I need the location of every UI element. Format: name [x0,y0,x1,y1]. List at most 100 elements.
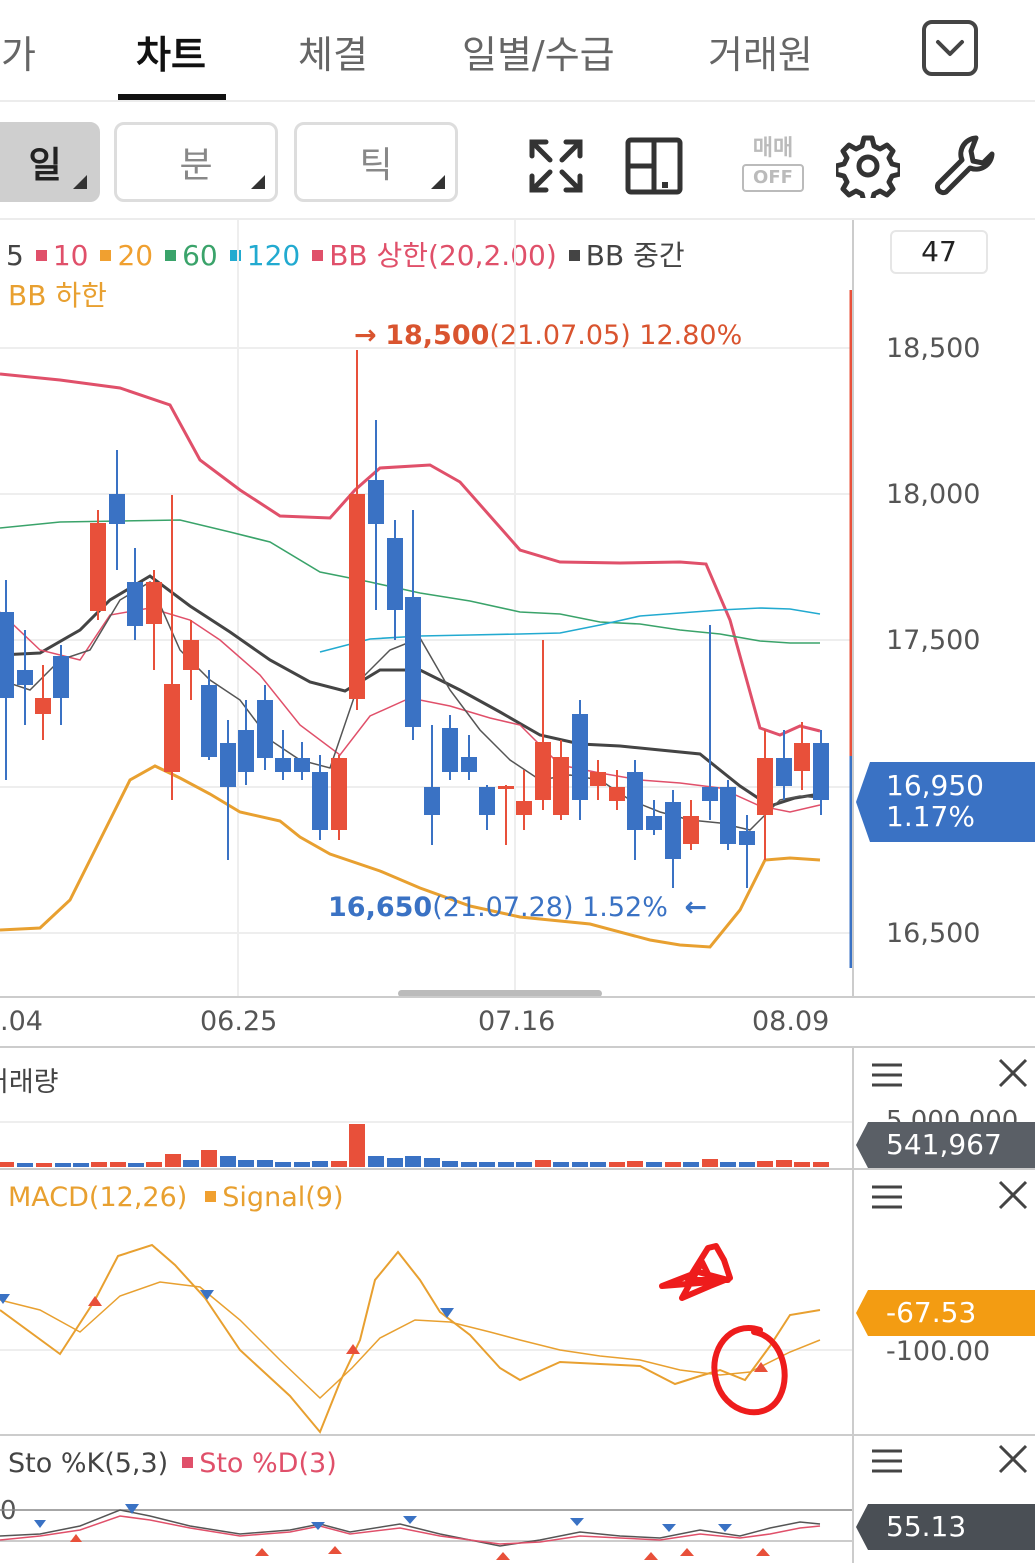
date-axis-line [0,996,1035,998]
macd-badge: -67.53 [886,1296,977,1329]
volume-badge-shape [856,1122,1035,1168]
sto-badge: 55.13 [886,1510,967,1543]
chevron-down-icon [936,40,964,56]
legend-bb-middle: BB 중간 [585,239,685,272]
tab-trades[interactable]: 체결 [298,33,368,77]
date-tick: 06.25 [200,1006,278,1037]
legend-bb-lower: BB 하한 [8,279,107,312]
legend-ma60: 60 [182,239,218,272]
legend-signal: Signal(9) [222,1182,344,1213]
price-tick: 18,000 [886,479,981,510]
menu-icon[interactable] [870,1446,904,1476]
price-tick: 17,500 [886,625,981,656]
settings-gear-icon[interactable] [836,134,900,198]
legend-ma5: 5 [6,239,24,272]
legend-swatch [35,249,47,261]
low-price-annotation: 16,650(21.07.28) 1.52% ← [328,892,707,923]
legend-swatch [205,1191,217,1202]
price-tick: 16,500 [886,918,981,949]
date-tick: 08.09 [752,1006,830,1037]
high-price: 18,500 [385,320,490,351]
legend-swatch [229,249,241,261]
tab-daily-supply[interactable]: 일별/수급 [462,33,615,77]
close-icon[interactable] [996,1180,1030,1210]
legend-swatch [100,249,112,261]
low-arrow: ← [684,892,708,923]
macd-badge-shape [856,1290,1035,1336]
current-change: 1.17% [886,800,975,833]
corner-indicator-icon [431,175,445,189]
price-axis-divider [852,220,854,998]
tab-brokers[interactable]: 거래원 [708,33,813,77]
legend-swatch [182,1457,194,1468]
sub-axis-divider [852,1048,854,1563]
period-tick-button[interactable]: 틱 [294,122,458,202]
sto-signal-markers [34,1504,770,1560]
chart-scrollbar[interactable] [398,990,602,997]
menu-icon[interactable] [870,1060,904,1090]
low-detail: (21.07.28) 1.52% [432,892,668,923]
close-icon[interactable] [996,1444,1030,1474]
trade-state-label: OFF [742,164,804,192]
current-price-badge: 16,950 1.17% [886,770,984,832]
legend-swatch [312,249,324,261]
sto-tick: 0 [0,1496,17,1526]
date-tick: .04 [0,1006,43,1037]
wrench-icon[interactable] [932,134,996,198]
legend-sto-d: Sto %D(3) [199,1448,337,1479]
volume-badge: 541,967 [886,1128,1002,1161]
trade-toggle-button[interactable]: 매매 OFF [742,134,804,198]
legend-ma20: 20 [117,239,154,272]
volume-panel-border [0,1046,1035,1048]
volume-title: 거래량 [0,1067,59,1098]
tab-chart[interactable]: 차트 [136,33,206,77]
date-tick: 07.16 [478,1006,556,1037]
trade-label: 매매 [752,136,794,161]
current-price: 16,950 [886,769,984,802]
main-legend-line1: 5 10 20 60 120 BB 상한(20,2.00) BB 중간 [6,234,685,274]
tab-orderbook[interactable]: 호가 [0,33,36,77]
price-tick: 18,500 [886,333,981,364]
volume-chart[interactable] [0,1112,852,1168]
layout-icon[interactable] [622,134,686,198]
high-detail: (21.07.05) 12.80% [489,320,743,351]
macd-tick: -100.00 [886,1336,991,1367]
low-price: 16,650 [328,892,433,923]
candles [0,350,829,888]
menu-icon[interactable] [870,1182,904,1212]
corner-indicator-icon [251,175,265,189]
sto-badge-shape [856,1504,1035,1550]
legend-ma10: 10 [52,239,89,272]
high-arrow: → [354,320,377,351]
hand-drawn-star-mark [659,1243,733,1301]
current-price-badge-shape [856,762,1035,842]
legend-swatch [568,249,580,261]
candle-count-box[interactable]: 47 [890,230,988,274]
sto-chart[interactable] [0,1496,852,1563]
close-icon[interactable] [996,1058,1030,1088]
hand-drawn-circle-mark [711,1325,788,1416]
tab-bar: 호가 차트 체결 일별/수급 거래원 [0,0,1035,102]
macd-legend: MACD(12,26) Signal(9) [8,1182,343,1213]
macd-chart[interactable] [0,1170,852,1434]
main-chart-canvas[interactable] [0,220,852,998]
legend-macd: MACD(12,26) [8,1182,188,1213]
macd-signal-markers [0,1290,768,1372]
legend-bb-upper: BB 상한(20,2.00) [329,239,557,272]
sto-panel-border [0,1434,1035,1436]
chart-toolbar: 일 분 틱 매매 OFF [0,104,1035,220]
legend-sto-k: Sto %K(5,3) [8,1448,169,1479]
fullscreen-icon[interactable] [524,134,588,198]
high-price-annotation: → 18,500(21.07.05) 12.80% [354,320,742,351]
legend-swatch [165,249,177,261]
tab-dropdown-button[interactable] [922,20,978,76]
legend-ma120: 120 [246,239,301,272]
period-tick-label: 틱 [359,145,393,186]
corner-indicator-icon [73,175,87,189]
period-minute-button[interactable]: 분 [114,122,278,202]
period-day-button[interactable]: 일 [0,122,100,202]
macd-panel-border [0,1168,1035,1170]
sto-legend: Sto %K(5,3) Sto %D(3) [8,1448,337,1479]
tab-active-indicator [118,94,226,100]
period-minute-label: 분 [179,145,213,186]
